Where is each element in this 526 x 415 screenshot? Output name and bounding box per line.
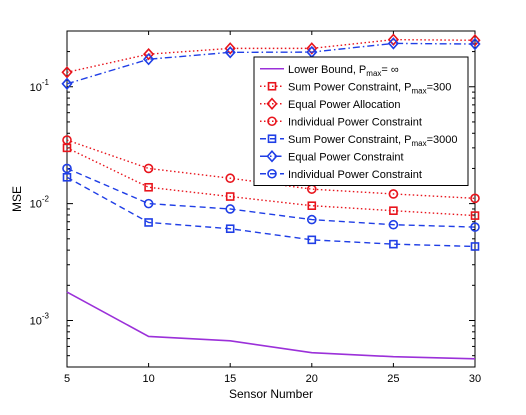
legend-marker [267, 168, 277, 179]
series-1 [66, 291, 476, 360]
data-point [225, 204, 235, 214]
data-point [469, 37, 481, 51]
series-5 [62, 172, 480, 251]
data-point [389, 206, 398, 215]
legend-item: Sum Power Constraint, Pmax=3000 [260, 134, 458, 148]
data-point [389, 239, 398, 249]
data-point [62, 172, 72, 182]
legend-marker [267, 116, 277, 127]
data-point [225, 224, 235, 234]
legend-item: Individual Power Constraint [260, 169, 422, 181]
legend-marker [267, 81, 277, 91]
data-point [62, 163, 72, 174]
data-point [307, 235, 317, 245]
data-point [224, 46, 236, 59]
data-point [143, 198, 154, 209]
data-point [143, 47, 155, 61]
data-point [143, 53, 155, 66]
legend-label: Equal Power Constraint [288, 151, 404, 163]
legend-label: Lower Bound, Pmax= ∞ [288, 64, 399, 78]
data-point [470, 211, 480, 220]
legend-item: Lower Bound, Pmax= ∞ [260, 64, 399, 78]
series-line [66, 291, 476, 360]
data-point [388, 219, 399, 230]
data-point [61, 66, 73, 79]
legend-item: Sum Power Constraint, Pmax=300 [260, 81, 451, 95]
data-point [387, 37, 399, 50]
legend-item: Equal Power Allocation [260, 97, 401, 111]
data-point [225, 192, 235, 201]
x-tick-label: 10 [142, 373, 154, 385]
x-tick-label: 15 [224, 373, 236, 385]
x-tick-label: 5 [64, 373, 70, 385]
data-point [469, 34, 481, 47]
series-7 [62, 163, 480, 232]
x-tick-label: 30 [469, 373, 481, 385]
x-tick-label: 25 [387, 373, 399, 385]
legend-box [253, 56, 469, 186]
legend-label: Sum Power Constraint, Pmax=300 [288, 81, 451, 95]
data-point [388, 189, 399, 199]
legend-label: Equal Power Allocation [288, 99, 401, 111]
series-4 [62, 135, 480, 204]
legend-label: Individual Power Constraint [288, 169, 422, 181]
data-point [144, 182, 153, 192]
data-point [306, 214, 317, 225]
legend-marker [267, 134, 277, 144]
legend-item: Individual Power Constraint [260, 116, 422, 128]
data-point [224, 42, 236, 55]
data-point [144, 218, 153, 227]
x-tick-label: 20 [306, 373, 318, 385]
series-line [66, 139, 476, 200]
data-point [470, 193, 480, 204]
y-axis-label: MSE [10, 186, 24, 212]
x-axis-label: Sensor Number [229, 387, 313, 401]
legend-marker [266, 150, 278, 163]
y-tick-label: 10-3 [30, 311, 50, 327]
data-point [470, 222, 480, 232]
data-point [387, 33, 399, 46]
legend-label: Individual Power Constraint [288, 116, 422, 128]
data-point [143, 163, 154, 174]
data-point [307, 201, 317, 210]
data-point [306, 42, 318, 55]
data-point [62, 135, 72, 145]
legend-label: Sum Power Constraint, Pmax=3000 [288, 134, 458, 148]
data-point [61, 77, 73, 90]
series-line [66, 176, 476, 248]
y-tick-label: 10-1 [30, 78, 50, 94]
legend-item: Equal Power Constraint [260, 150, 404, 163]
series-line [66, 167, 476, 228]
series-line [66, 42, 476, 85]
series-3 [61, 33, 481, 79]
y-tick-label: 10-2 [30, 195, 50, 211]
legend-marker [266, 97, 278, 110]
data-point [225, 173, 235, 184]
data-point [470, 242, 480, 251]
